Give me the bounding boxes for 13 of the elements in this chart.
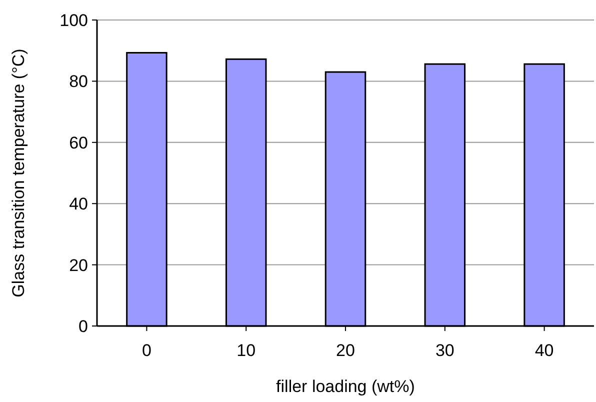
x-tick-label: 20 (336, 341, 355, 360)
y-tick-label: 40 (69, 194, 88, 214)
y-axis-title: Glass transition temperature (°C) (9, 48, 28, 298)
x-tick-label: 40 (534, 341, 554, 360)
y-tick-label: 80 (69, 72, 88, 92)
x-tick-label: 0 (142, 341, 152, 360)
y-tick-label: 100 (60, 10, 88, 30)
x-tick-label: 30 (435, 341, 454, 360)
y-tick-label: 0 (78, 316, 88, 336)
x-tick-label: 10 (236, 341, 256, 360)
x-axis-title: filler loading (wt%) (276, 377, 415, 396)
y-tick-label: 20 (69, 256, 88, 275)
y-tick-label: 60 (69, 133, 88, 152)
